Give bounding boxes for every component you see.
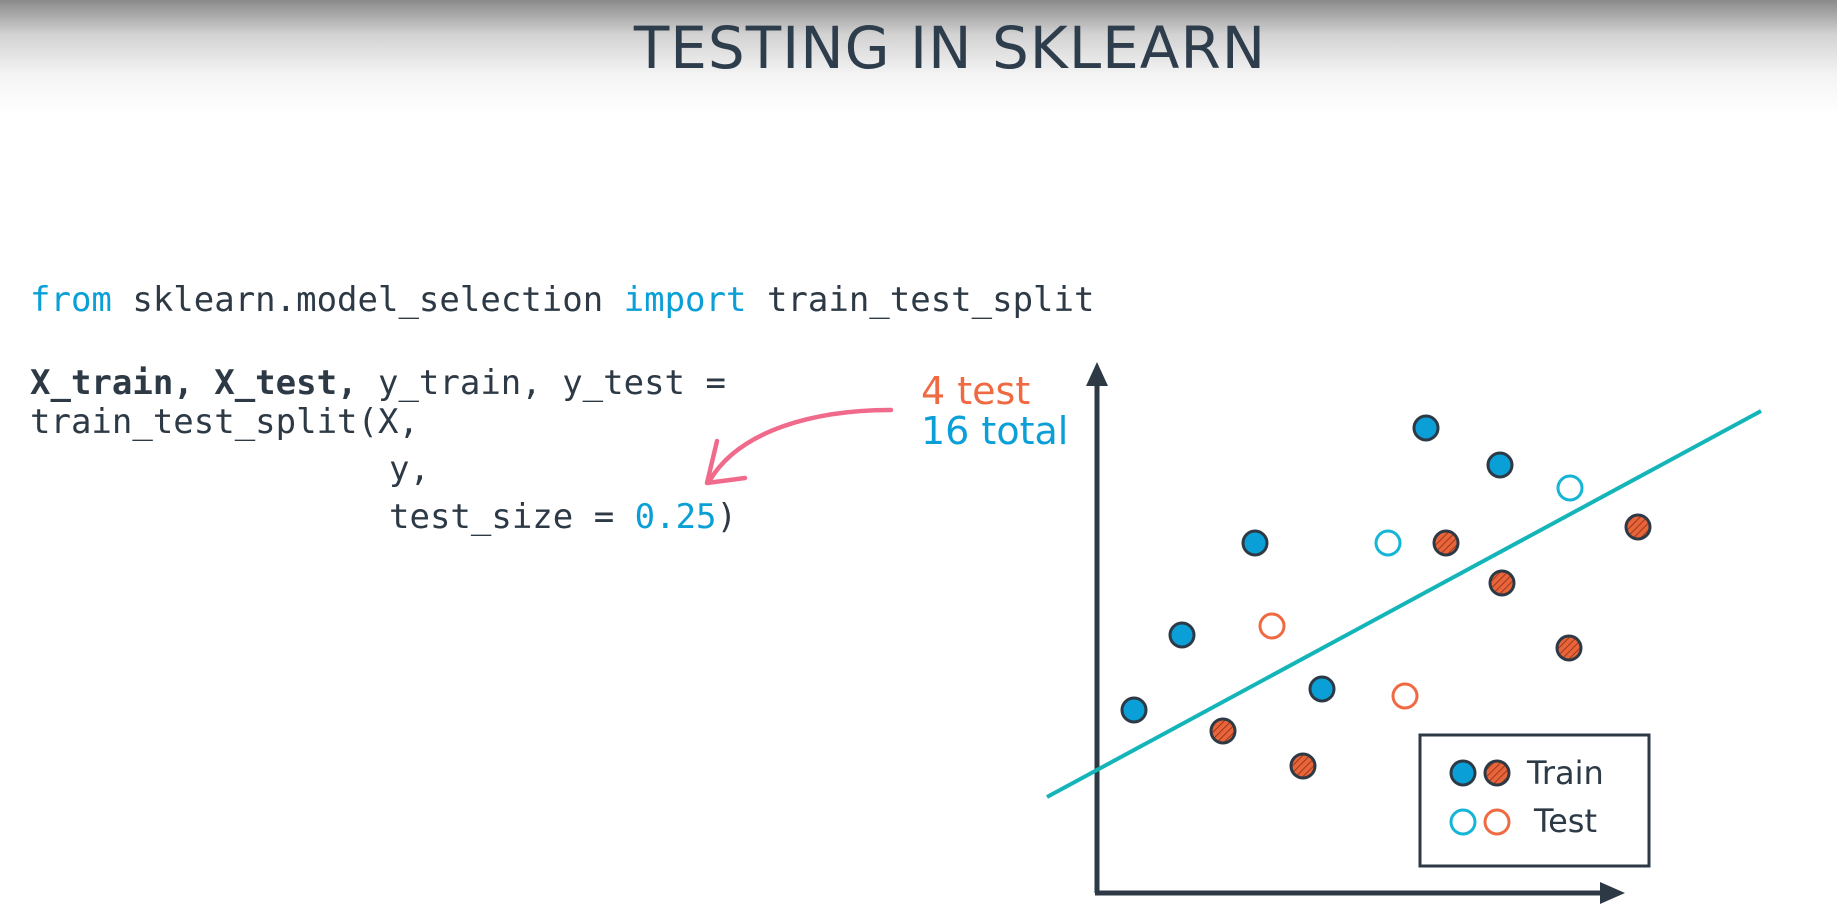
code-rest-vars: y_train, y_test = — [357, 363, 726, 403]
test-point — [1391, 682, 1419, 710]
legend-label-test: Test — [1534, 802, 1598, 840]
x-axis-arrowhead — [1600, 882, 1625, 904]
code-line-call: train_test_split(X, — [30, 402, 419, 442]
legend-label-train: Train — [1527, 754, 1604, 792]
legend-test-blue-marker — [1449, 808, 1477, 836]
code-line-y: y, — [389, 449, 430, 489]
keyword-import: import — [623, 280, 747, 320]
train-point-hatched — [1555, 634, 1583, 662]
train-point — [1168, 621, 1196, 649]
train-point — [1412, 414, 1440, 442]
train-point — [1241, 529, 1269, 557]
train-point — [1120, 696, 1148, 724]
legend-train-blue-marker — [1449, 759, 1477, 787]
page-title: TESTING IN SKLEARN — [633, 14, 1267, 82]
test-point — [1258, 612, 1286, 640]
code-bold-vars: X_train, X_test, — [30, 363, 358, 403]
test-size-suffix: ) — [716, 497, 738, 537]
legend-box — [1418, 733, 1651, 868]
legend-test-orange-marker — [1483, 808, 1511, 836]
legend-train-orange-marker — [1483, 759, 1511, 787]
regression-line — [1046, 409, 1762, 799]
y-axis-arrowhead — [1086, 362, 1108, 386]
train-point-hatched — [1624, 513, 1652, 541]
code-line-import: from sklearn.model_selection import trai… — [30, 283, 1094, 317]
code-line-test-size: test_size = 0.25) — [389, 500, 737, 534]
keyword-from: from — [30, 280, 112, 320]
pointer-arrowhead — [704, 438, 748, 486]
annotation-test-count: 4 test — [921, 369, 1031, 413]
train-point-hatched — [1289, 752, 1317, 780]
train-point-hatched — [1432, 529, 1460, 557]
test-point — [1556, 474, 1584, 502]
test-size-value: 0.25 — [634, 497, 717, 537]
test-size-prefix: test_size = — [389, 497, 635, 537]
pointer-arrow — [707, 407, 894, 483]
code-line-assignment: X_train, X_test, y_train, y_test = — [30, 366, 726, 400]
import-name: train_test_split — [746, 280, 1095, 320]
train-point-hatched — [1209, 717, 1237, 745]
test-point — [1374, 529, 1402, 557]
train-point — [1308, 675, 1336, 703]
title-banner — [0, 0, 1837, 115]
train-point-hatched — [1488, 569, 1516, 597]
train-point — [1486, 451, 1514, 479]
annotation-total-count: 16 total — [921, 409, 1069, 453]
module-path: sklearn.model_selection — [111, 280, 624, 320]
